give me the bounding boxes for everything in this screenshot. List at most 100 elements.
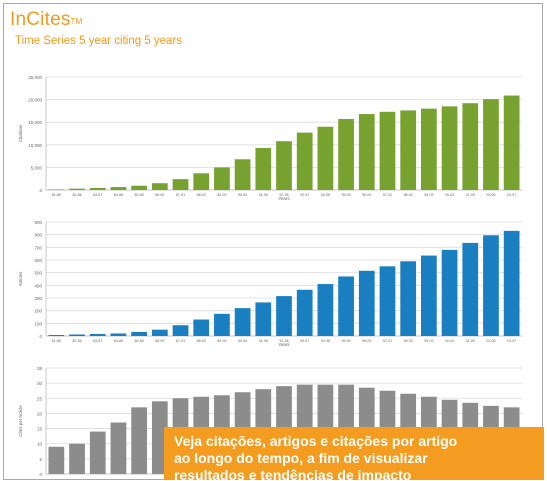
- bar: [151, 329, 168, 336]
- y-tick-label: 20: [37, 411, 43, 416]
- bar: [69, 334, 85, 336]
- y-tick-label: 30: [37, 381, 43, 386]
- bar: [110, 187, 127, 190]
- bar: [89, 333, 106, 336]
- y-tick-label: 15,000: [28, 120, 42, 125]
- y-tick-label: 200: [34, 309, 42, 314]
- articles-chart: 0 100 200 300 400 500 600 700 800 900 81-85 82-86 83…: [18, 220, 522, 347]
- bar: [400, 110, 417, 190]
- x-tick-label: 97-01: [383, 339, 392, 343]
- y-tick-label: 100: [34, 321, 42, 326]
- x-tick-label: 96-00: [362, 193, 371, 197]
- x-tick-label: 93-97: [300, 193, 309, 197]
- x-tick-label: 02-06: [486, 339, 495, 343]
- y-tick-label: 35: [37, 366, 43, 371]
- bar: [131, 185, 147, 190]
- bar: [131, 331, 147, 336]
- x-tick-label: 03-07: [507, 339, 516, 343]
- report-subtitle: Time Series 5 year citing 5 years: [15, 35, 183, 47]
- x-tick-label: 88-92: [197, 339, 206, 343]
- x-tick-label: 83-87: [93, 339, 102, 343]
- bar: [193, 319, 210, 336]
- x-tick-label: 83-87: [93, 193, 102, 197]
- bar: [255, 302, 272, 336]
- bar: [193, 173, 210, 190]
- bar: [317, 126, 334, 190]
- x-tick-label: 93-97: [300, 339, 309, 343]
- bar: [483, 235, 499, 336]
- x-axis-title: Years: [278, 196, 290, 201]
- bar: [296, 289, 313, 336]
- y-tick-label: 25,000: [28, 75, 42, 80]
- x-tick-label: 87-91: [176, 193, 185, 197]
- x-tick-label: 85-89: [135, 339, 144, 343]
- x-tick-label: 92-96: [279, 339, 288, 343]
- incites-panel: InCitesTM Time Series 5 year citing 5 ye…: [3, 3, 543, 480]
- y-tick-label: 0: [39, 472, 42, 477]
- bar: [69, 188, 85, 190]
- x-tick-label: 90-94: [238, 193, 247, 197]
- x-tick-label: 81-85: [52, 339, 61, 343]
- bar: [276, 296, 292, 336]
- bar: [379, 111, 396, 190]
- y-tick-label: 5: [39, 457, 42, 462]
- x-tick-label: 00-04: [445, 339, 454, 343]
- y-tick-label: 10: [37, 442, 43, 447]
- bar: [131, 407, 147, 474]
- y-axis-title: Articles: [18, 271, 23, 287]
- bar: [234, 308, 251, 336]
- bar: [379, 266, 396, 336]
- bar: [462, 103, 479, 190]
- bar: [421, 255, 437, 336]
- bar: [89, 431, 106, 474]
- x-tick-label: 87-91: [176, 339, 185, 343]
- x-tick-label: 89-93: [217, 339, 226, 343]
- y-tick-label: 10,000: [28, 143, 42, 148]
- y-tick-label: 0: [39, 334, 42, 339]
- bar: [296, 132, 313, 190]
- y-tick-label: 600: [34, 258, 42, 263]
- y-tick-label: 800: [34, 233, 42, 238]
- x-tick-label: 89-93: [217, 193, 226, 197]
- bar: [151, 401, 168, 474]
- x-tick-label: 99-03: [424, 193, 433, 197]
- y-tick-label: 400: [34, 283, 42, 288]
- x-tick-label: 86-90: [155, 339, 164, 343]
- x-tick-label: 91-95: [259, 193, 268, 197]
- bar: [89, 187, 106, 190]
- y-tick-label: 900: [34, 220, 42, 225]
- bar: [151, 183, 168, 190]
- x-tick-label: 95-99: [341, 193, 350, 197]
- bar: [400, 261, 417, 336]
- x-tick-label: 01-05: [466, 193, 475, 197]
- bar: [338, 276, 354, 336]
- y-tick-label: 0: [39, 188, 42, 193]
- bar: [234, 159, 251, 190]
- x-tick-label: 90-94: [238, 339, 247, 343]
- x-tick-label: 01-05: [466, 339, 475, 343]
- bar: [317, 284, 334, 336]
- bar: [276, 141, 292, 190]
- caption-line: resultados e tendências de impacto: [174, 467, 412, 480]
- x-tick-label: 81-85: [52, 193, 61, 197]
- y-tick-label: 20,000: [28, 98, 42, 103]
- bar: [69, 443, 85, 474]
- y-tick-label: 300: [34, 296, 42, 301]
- x-tick-label: 94-98: [321, 339, 330, 343]
- x-tick-label: 03-07: [507, 193, 516, 197]
- y-tick-label: 700: [34, 245, 42, 250]
- x-tick-label: 92-96: [279, 193, 288, 197]
- x-tick-label: 91-95: [259, 339, 268, 343]
- bar: [255, 147, 272, 190]
- bar: [358, 270, 375, 336]
- bar: [48, 189, 65, 191]
- y-axis-title: Cites per Article: [18, 405, 23, 437]
- bar: [110, 333, 127, 336]
- bar: [48, 334, 65, 336]
- bar: [503, 230, 520, 336]
- x-tick-label: 98-02: [404, 339, 413, 343]
- x-tick-label: 94-98: [321, 193, 330, 197]
- x-tick-label: 82-86: [72, 193, 81, 197]
- x-axis-title: Years: [278, 342, 290, 347]
- x-tick-label: 84-88: [114, 193, 123, 197]
